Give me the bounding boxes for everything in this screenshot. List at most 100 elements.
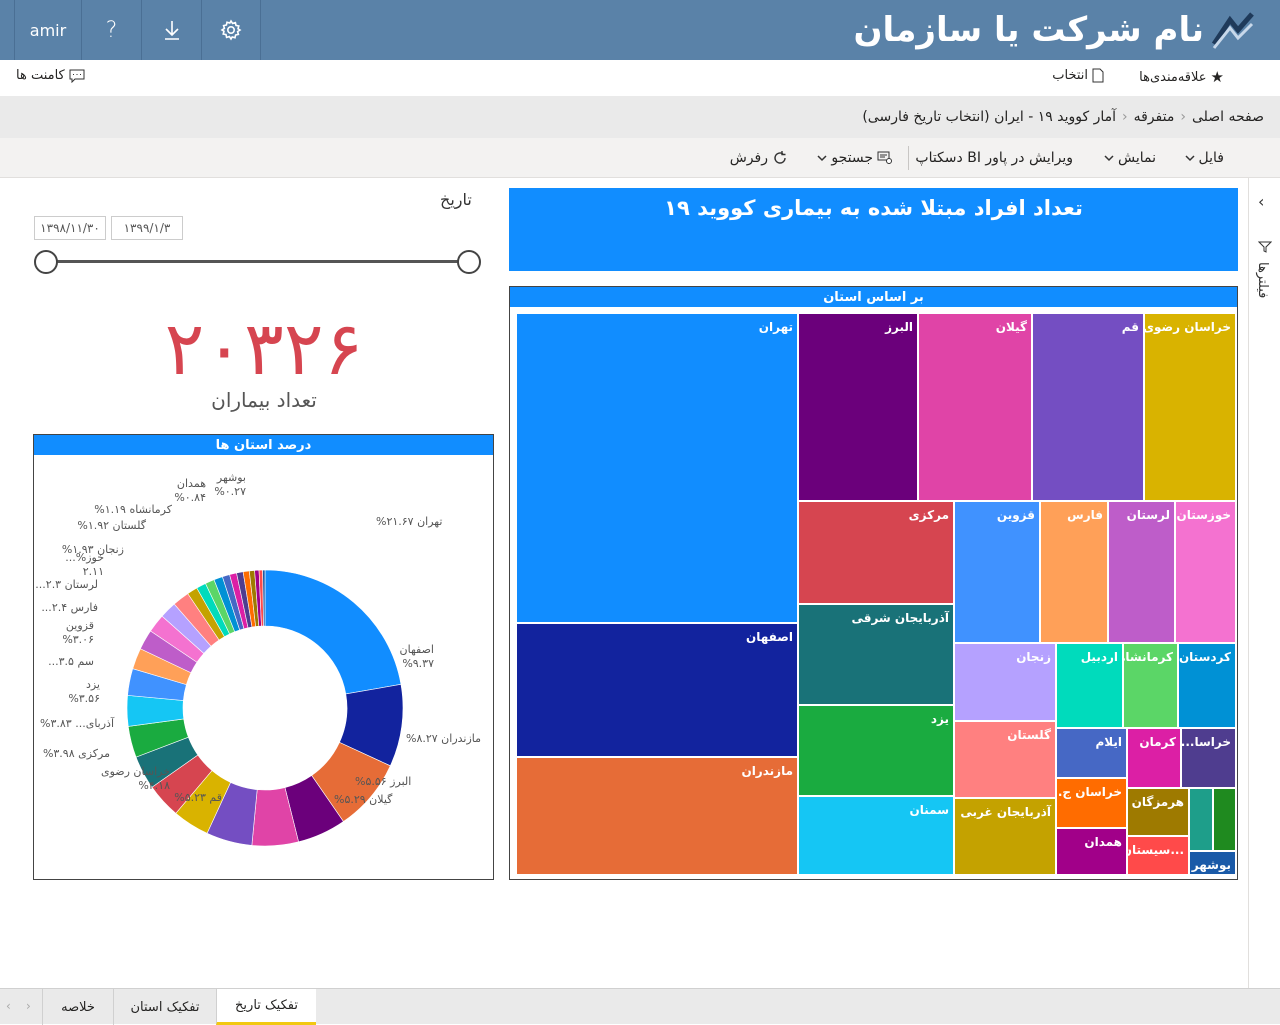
filters-pane[interactable]: ‹ فیلترها: [1248, 178, 1280, 988]
donut-data-label: %گلستان ۱.۹۲: [77, 519, 146, 532]
treemap-cell[interactable]: سمنان: [798, 796, 954, 875]
view-menu[interactable]: نمایش: [1104, 138, 1156, 178]
chevron-left-icon[interactable]: ‹: [1258, 192, 1265, 211]
donut-data-label: %آذربای... ۳.۸۳: [40, 716, 115, 730]
date-slicer-title: تاریخ: [440, 190, 472, 209]
treemap-cell[interactable]: فارس: [1040, 501, 1108, 643]
file-label: فایل: [1198, 150, 1224, 166]
tabs-scroll-left-icon[interactable]: ‹: [6, 999, 11, 1013]
treemap-cell[interactable]: لرستان: [1108, 501, 1175, 643]
comments-button[interactable]: کامنت ها: [16, 68, 85, 83]
date-slider-start-handle[interactable]: [34, 250, 58, 274]
treemap-cell[interactable]: کردستان: [1178, 643, 1236, 728]
edit-desktop-button[interactable]: ویرایش در پاور BI دسکتاپ: [915, 138, 1073, 178]
date-start-input[interactable]: ۱۳۹۸/۱۱/۳۰: [34, 216, 106, 240]
treemap-cell[interactable]: کرمانشاه: [1123, 643, 1178, 728]
donut-visual[interactable]: درصد استان ها %تهران ۲۱.۶۷ اصفهان %۹.۳۷ %ما…: [33, 434, 494, 880]
tabs-scroll-right-icon[interactable]: ›: [26, 999, 31, 1013]
chevron-down-icon: [1104, 155, 1114, 162]
donut-title: درصد استان ها: [34, 435, 493, 455]
donut-data-label: ...%خوز: [65, 551, 104, 564]
breadcrumb-report[interactable]: آمار کووید ۱۹ - ایران (انتخاب تاریخ فارس…: [862, 109, 1116, 125]
star-icon: ★: [1210, 68, 1224, 86]
treemap-cell[interactable]: آذربایجان غربی: [954, 798, 1056, 875]
file-menu[interactable]: فایل: [1185, 138, 1224, 178]
date-end-input[interactable]: ۱۳۹۹/۱/۳: [111, 216, 183, 240]
treemap-cell[interactable]: [1189, 788, 1213, 851]
treemap-cell[interactable]: مازندران: [516, 757, 798, 875]
treemap-cell[interactable]: خراسان رضوی: [1144, 313, 1236, 501]
treemap-cell[interactable]: [1213, 788, 1236, 851]
tab-province-breakdown[interactable]: تفکیک استان: [113, 989, 216, 1025]
treemap-cell[interactable]: اردبیل: [1056, 643, 1123, 728]
donut-data-label: ۲.۱۱: [83, 565, 104, 578]
breadcrumb: صفحه اصلی ‹ متفرقه ‹ آمار کووید ۱۹ - ایر…: [0, 96, 1280, 138]
donut-slice[interactable]: [262, 569, 266, 627]
toolbar-divider: [908, 146, 909, 170]
gear-icon: [220, 19, 242, 41]
donut-data-label: %زنجان ۱.۹۳: [62, 543, 124, 556]
donut-data-label: %۴.۱۸: [138, 779, 170, 792]
treemap-cell[interactable]: یزد: [798, 705, 954, 796]
search-button[interactable]: جستجو: [817, 138, 893, 178]
treemap-cell[interactable]: گلستان: [954, 721, 1056, 798]
breadcrumb-misc[interactable]: متفرقه: [1133, 109, 1175, 125]
settings-button[interactable]: [201, 0, 261, 60]
toolbar: فایل نمایش ویرایش در پاور BI دسکتاپ جستج…: [0, 138, 1280, 178]
action-row: ★ علاقه‌مندی‌ها انتخاب کامنت ها: [0, 60, 1280, 96]
treemap-cell[interactable]: مرکزی: [798, 501, 954, 604]
treemap-cell[interactable]: همدان: [1056, 828, 1127, 875]
top-bar: amir ? نام شرکت یا سازمان: [0, 0, 1280, 60]
page-tabs-bar: ‹ › تفکیک تاریخ تفکیک استان خلاصه: [0, 988, 1280, 1025]
help-button[interactable]: ?: [81, 0, 141, 60]
chevron-down-icon: [817, 155, 827, 162]
treemap-cell[interactable]: کرمان: [1127, 728, 1181, 788]
donut-data-label: ...لرستان ۲.۳: [35, 578, 98, 591]
treemap-cell[interactable]: اصفهان: [516, 623, 798, 757]
report-title: تعداد افراد مبتلا شده به بیماری کووید ۱۹: [509, 188, 1238, 271]
treemap-cell[interactable]: گیلان: [918, 313, 1032, 501]
tab-date-breakdown[interactable]: تفکیک تاریخ: [216, 989, 316, 1025]
donut-data-label: %۰.۸۴: [174, 491, 206, 504]
select-button[interactable]: انتخاب: [1052, 68, 1104, 83]
filters-label: فیلترها: [1255, 262, 1270, 299]
treemap-cell[interactable]: ایلام: [1056, 728, 1127, 778]
treemap-cell[interactable]: قم: [1032, 313, 1144, 501]
treemap-cell[interactable]: خراسا...: [1181, 728, 1236, 788]
breadcrumb-home[interactable]: صفحه اصلی: [1191, 109, 1264, 125]
treemap-cell[interactable]: خراسان ج...: [1056, 778, 1127, 828]
donut-data-label: بوشهر: [216, 471, 246, 484]
help-icon: ?: [105, 17, 118, 43]
search-label: جستجو: [831, 150, 873, 166]
refresh-label: رفرش: [729, 150, 768, 166]
treemap-cell[interactable]: بوشهر: [1189, 851, 1236, 875]
breadcrumb-separator-icon: ‹: [1122, 109, 1128, 125]
tab-summary[interactable]: خلاصه: [42, 989, 113, 1025]
treemap-cell[interactable]: آذربایجان شرقی: [798, 604, 954, 705]
patients-count-value: ۲۰۳۲۶: [164, 306, 364, 392]
donut-data-label: %۹.۳۷: [402, 657, 434, 670]
favorites-button[interactable]: ★ علاقه‌مندی‌ها: [1139, 68, 1224, 86]
download-button[interactable]: [141, 0, 201, 60]
search-icon: [877, 151, 892, 164]
treemap-cell[interactable]: البرز: [798, 313, 918, 501]
date-slider-track[interactable]: [46, 260, 469, 263]
user-menu-button[interactable]: amir: [14, 0, 82, 60]
treemap-cell[interactable]: تهران: [516, 313, 798, 623]
date-slider-end-handle[interactable]: [457, 250, 481, 274]
refresh-button[interactable]: رفرش: [730, 138, 788, 178]
donut-data-label: همدان: [177, 477, 206, 490]
user-name: amir: [29, 20, 67, 40]
chevron-down-icon: [1185, 155, 1195, 162]
edit-desktop-label: ویرایش در پاور BI دسکتاپ: [915, 150, 1073, 166]
donut-data-label: %البرز ۵.۵۶: [355, 775, 411, 788]
comment-icon: [69, 69, 85, 83]
treemap-cell[interactable]: هرمزگان: [1127, 788, 1189, 836]
treemap-cell[interactable]: ...سیستان: [1127, 836, 1189, 875]
treemap-cell[interactable]: خوزستان: [1175, 501, 1236, 643]
treemap-cell[interactable]: زنجان: [954, 643, 1056, 721]
donut-slice[interactable]: [264, 569, 402, 695]
patients-count-label: تعداد بیماران: [211, 388, 317, 412]
treemap-cell[interactable]: قزوین: [954, 501, 1040, 643]
treemap-visual[interactable]: بر اساس استان تهران اصفهان مازندران البرز گی…: [509, 286, 1238, 880]
